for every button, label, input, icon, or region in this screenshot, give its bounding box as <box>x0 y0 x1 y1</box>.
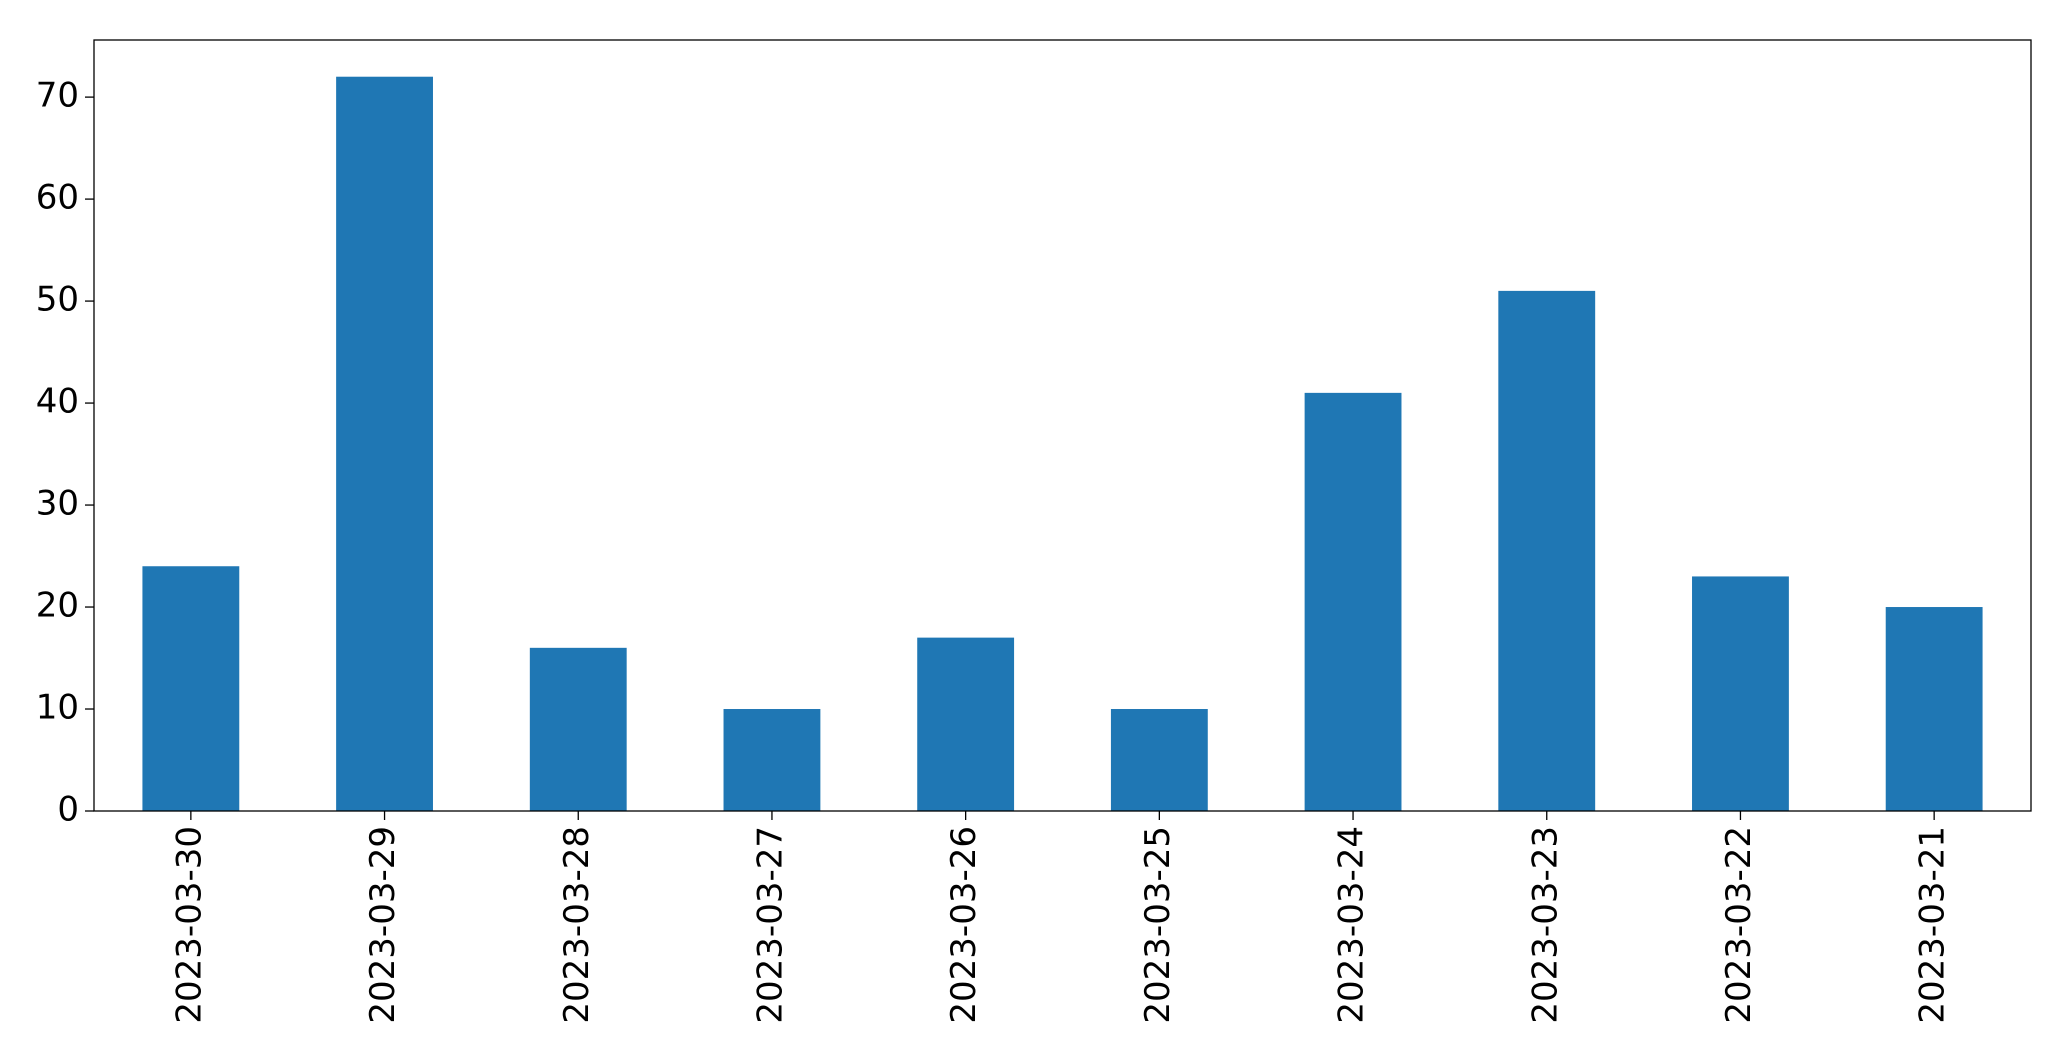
x-tick-label: 2023-03-24 <box>1332 826 1372 1024</box>
bar <box>336 76 433 811</box>
x-tick-label: 2023-03-30 <box>169 826 209 1024</box>
y-tick-label: 30 <box>36 484 79 524</box>
bar <box>1885 607 1983 811</box>
y-tick-label: 60 <box>36 178 79 218</box>
x-tick-label: 2023-03-26 <box>944 826 984 1024</box>
bar <box>529 647 627 811</box>
x-tick-label: 2023-03-22 <box>1719 826 1759 1024</box>
plot-frame <box>93 39 2032 812</box>
bar <box>142 566 240 811</box>
y-tick-label: 40 <box>36 382 79 422</box>
y-tick-label: 20 <box>36 586 79 626</box>
bar <box>1498 290 1596 811</box>
x-tick-label: 2023-03-21 <box>1913 826 1953 1024</box>
bar <box>1304 392 1402 811</box>
bar <box>1692 576 1789 811</box>
x-tick-label: 2023-03-25 <box>1138 826 1178 1024</box>
y-tick-label: 10 <box>36 688 79 728</box>
x-tick-label: 2023-03-29 <box>363 826 403 1024</box>
bar <box>917 637 1015 811</box>
y-tick-label: 0 <box>57 790 79 830</box>
x-tick-label: 2023-03-28 <box>557 826 597 1024</box>
x-tick-label: 2023-03-23 <box>1525 826 1565 1024</box>
y-tick-label: 50 <box>36 280 79 320</box>
bar <box>1110 709 1208 811</box>
bar <box>723 709 821 811</box>
x-tick-label: 2023-03-27 <box>750 826 790 1024</box>
y-tick-label: 70 <box>36 76 79 116</box>
